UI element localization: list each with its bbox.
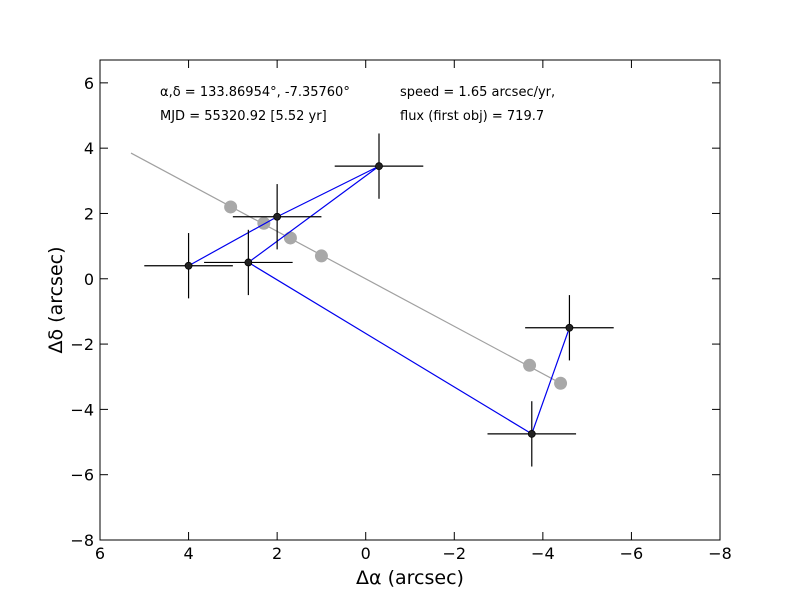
fit-line: [130, 152, 561, 384]
x-tick-label: −2: [442, 544, 466, 563]
ticks-layer: [99, 60, 721, 541]
plot-frame: [99, 59, 721, 541]
model-point: [554, 376, 568, 390]
annotation-mjd: MJD = 55320.92 [5.52 yr]: [160, 109, 327, 124]
y-tick-label: −6: [70, 466, 94, 485]
observation-point: [527, 429, 536, 438]
model-point: [224, 200, 238, 214]
x-tick-label: 2: [272, 544, 282, 563]
x-tick-label: −6: [620, 544, 644, 563]
observation-point: [184, 261, 193, 270]
observation-point: [565, 323, 574, 332]
x-tick-label: −8: [708, 544, 732, 563]
y-tick-label: 2: [84, 204, 94, 223]
x-tick-label: 4: [183, 544, 193, 563]
y-axis-label: Δδ (arcsec): [45, 246, 67, 353]
fit-line-layer: [130, 152, 561, 384]
x-tick-label: 0: [361, 544, 371, 563]
x-tick-label: −4: [531, 544, 555, 563]
annotation-coords: α,δ = 133.86954°, -7.35760°: [160, 85, 350, 100]
model-point: [523, 358, 537, 372]
x-tick-label: 6: [95, 544, 105, 563]
model-point: [283, 231, 297, 245]
observation-points-layer: [184, 162, 574, 438]
observation-point: [375, 162, 383, 171]
observation-point: [273, 212, 282, 221]
observation-point: [244, 258, 253, 267]
y-tick-label: −8: [70, 531, 94, 550]
y-tick-label: 6: [84, 74, 94, 93]
y-tick-label: −4: [70, 400, 94, 419]
observation-path-layer: [188, 165, 570, 435]
y-tick-label: 0: [84, 270, 94, 289]
x-axis-label: Δα (arcsec): [356, 567, 464, 589]
observation-path: [188, 165, 570, 435]
y-tick-label: −2: [70, 335, 94, 354]
annotation-flux: flux (first obj) = 719.7: [400, 109, 544, 124]
y-tick-label: 4: [84, 139, 94, 158]
annotation-speed: speed = 1.65 arcsec/yr,: [400, 85, 555, 100]
plot-area: [100, 60, 720, 540]
model-point: [257, 216, 271, 230]
model-point: [314, 249, 328, 263]
